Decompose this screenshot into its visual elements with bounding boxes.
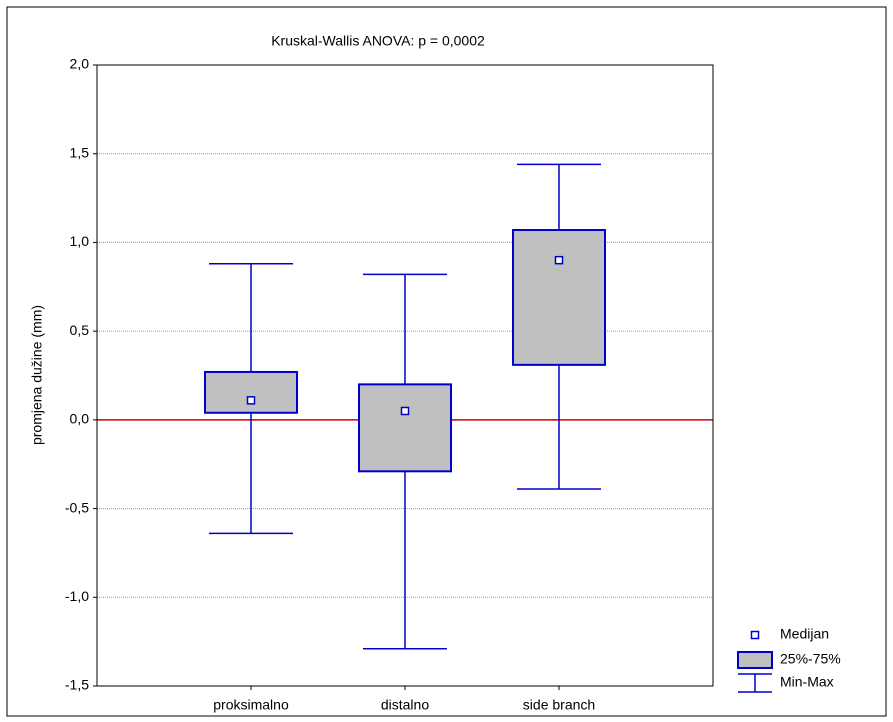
y-tick-label: -0,5 — [65, 499, 89, 515]
x-tick-label: proksimalno — [213, 697, 289, 713]
legend-box — [737, 651, 773, 669]
legend-label: 25%-75% — [780, 651, 841, 667]
median — [400, 406, 410, 416]
frame — [6, 6, 887, 717]
y-tick-label: 2,0 — [70, 56, 90, 72]
y-tick-label: 1,5 — [70, 144, 90, 160]
chart-title: Kruskal-Wallis ANOVA: p = 0,0002 — [271, 33, 485, 49]
x-tick-label: distalno — [381, 697, 429, 713]
legend-median — [750, 630, 760, 640]
y-tick-label: -1,5 — [65, 677, 89, 693]
y-axis-label: promjena dužine (mm) — [29, 305, 45, 445]
box — [358, 383, 452, 473]
y-tick-label: 0,5 — [70, 322, 90, 338]
median — [246, 396, 256, 405]
y-tick-label: 1,0 — [70, 233, 90, 249]
y-tick-label: 0,0 — [70, 411, 90, 427]
y-tick-label: -1,0 — [65, 588, 89, 604]
x-tick-label: side branch — [523, 697, 595, 713]
box — [512, 229, 606, 366]
plot-area — [96, 64, 714, 687]
legend-label: Min-Max — [780, 674, 834, 690]
box — [204, 370, 298, 414]
median — [554, 255, 564, 265]
legend-label: Medijan — [780, 626, 829, 642]
